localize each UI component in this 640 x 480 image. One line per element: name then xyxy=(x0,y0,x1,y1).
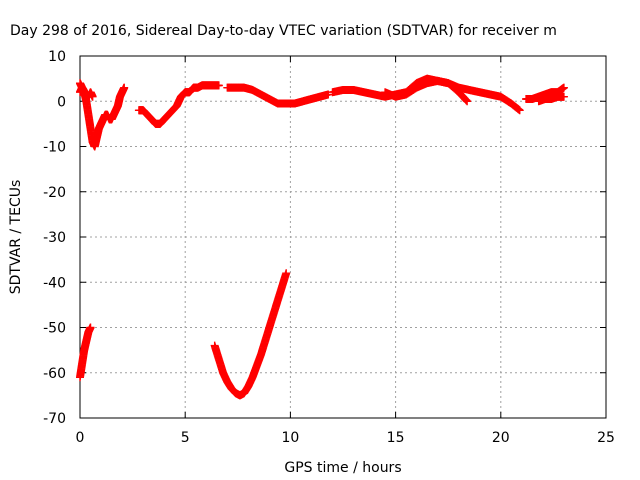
data-segment xyxy=(76,323,95,382)
axis-ticks: 0 5 10 15 20 25 10 0 -10 -20 -30 -40 -50 -60 -70 xyxy=(43,49,615,446)
x-tick-label: 5 xyxy=(181,430,190,446)
data-segment xyxy=(76,83,97,101)
data-segment xyxy=(76,79,129,151)
y-axis-label: SDTVAR / TECUs xyxy=(8,180,24,295)
data-point xyxy=(462,96,471,105)
data-point xyxy=(463,97,472,106)
data-point xyxy=(559,92,568,101)
chart-title: Day 298 of 2016, Sidereal Day-to-day VTE… xyxy=(10,23,557,39)
data-point xyxy=(214,81,223,90)
data-point xyxy=(282,269,291,278)
data-point xyxy=(461,95,470,104)
x-tick-label: 0 xyxy=(76,430,85,446)
y-tick-label: -20 xyxy=(43,185,66,201)
y-tick-label: 0 xyxy=(57,94,66,110)
data-segment xyxy=(223,83,333,108)
y-tick-label: -70 xyxy=(43,411,66,427)
data-point xyxy=(120,83,129,92)
data-segment xyxy=(534,92,568,106)
y-tick-label: -50 xyxy=(43,321,66,337)
y-tick-label: -40 xyxy=(43,275,66,291)
x-tick-label: 10 xyxy=(281,430,299,446)
data-point xyxy=(86,323,95,332)
y-tick-label: -60 xyxy=(43,366,66,382)
data-point xyxy=(515,106,524,115)
data-point xyxy=(559,83,568,92)
data-points xyxy=(76,74,568,400)
data-point xyxy=(88,92,97,101)
data-segment xyxy=(210,269,291,400)
y-tick-label: -30 xyxy=(43,230,66,246)
y-tick-label: -10 xyxy=(43,140,66,156)
x-tick-label: 20 xyxy=(492,430,510,446)
y-tick-label: 10 xyxy=(48,49,66,65)
plot-frame xyxy=(79,55,607,419)
x-tick-label: 25 xyxy=(597,430,615,446)
grid xyxy=(80,56,606,418)
data-segment xyxy=(381,76,472,106)
x-axis-label: GPS time / hours xyxy=(284,460,401,476)
data-segment xyxy=(134,81,223,128)
x-tick-label: 15 xyxy=(387,430,405,446)
data-point xyxy=(324,90,333,99)
